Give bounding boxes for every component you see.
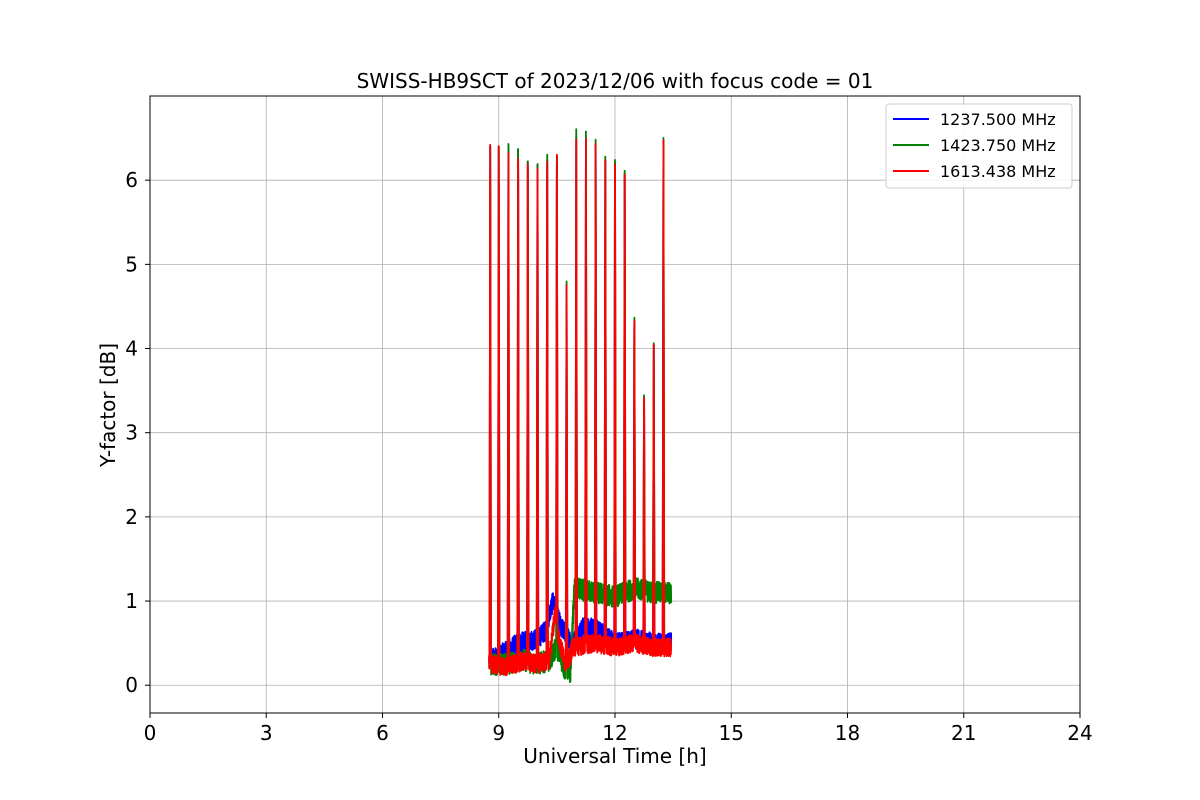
x-tick-label: 15 [719, 721, 744, 745]
series-line-2 [488, 137, 673, 677]
y-tick-label: 2 [125, 505, 138, 529]
x-axis-label: Universal Time [h] [523, 744, 706, 768]
y-tick-label: 3 [125, 421, 138, 445]
y-tick-label: 6 [125, 168, 138, 192]
x-tick-label: 9 [492, 721, 505, 745]
y-tick-label: 0 [125, 673, 138, 697]
x-tick-label: 3 [260, 721, 273, 745]
legend-box [885, 103, 1073, 189]
x-tick-label: 0 [144, 721, 157, 745]
y-axis-label: Y-factor [dB] [96, 343, 120, 468]
x-axis: 0 3 6 9 12 15 18 21 24 [144, 713, 1093, 745]
x-tick-label: 12 [602, 721, 627, 745]
y-tick-label: 1 [125, 589, 138, 613]
legend: 1237.500 MHz 1423.750 MHz 1613.438 MHz [885, 103, 1073, 189]
y-tick-label: 4 [125, 337, 138, 361]
series-layer [488, 128, 673, 684]
y-tick-label: 5 [125, 252, 138, 276]
y-axis: 0 1 2 3 4 5 6 [125, 168, 150, 697]
chart-title: SWISS-HB9SCT of 2023/12/06 with focus co… [357, 69, 874, 93]
x-tick-label: 18 [835, 721, 860, 745]
x-tick-label: 24 [1067, 721, 1092, 745]
x-tick-label: 21 [951, 721, 976, 745]
legend-label: 1613.438 MHz [940, 162, 1056, 181]
legend-label: 1237.500 MHz [940, 110, 1056, 129]
legend-label: 1423.750 MHz [940, 136, 1056, 155]
x-tick-label: 6 [376, 721, 389, 745]
